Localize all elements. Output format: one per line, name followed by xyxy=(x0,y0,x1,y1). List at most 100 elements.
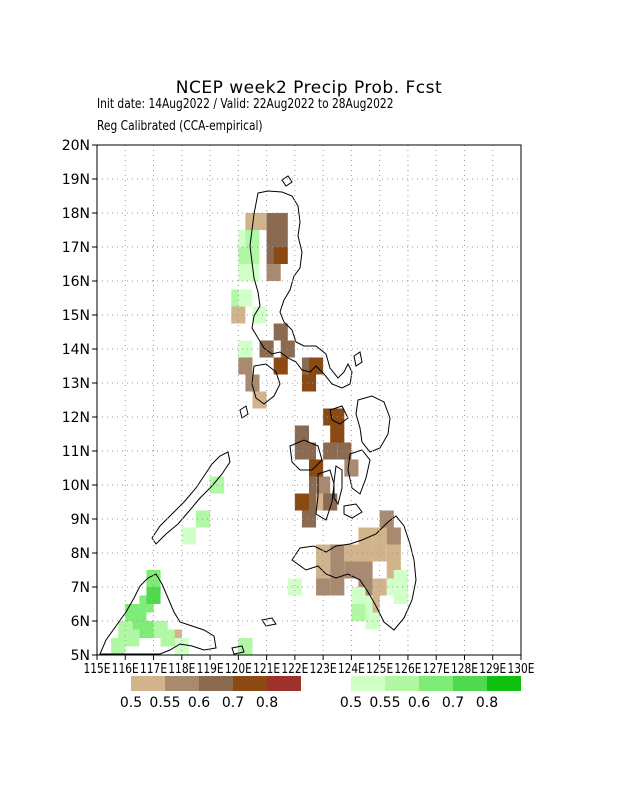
wet-legend: 0.5 0.55 0.6 0.7 0.8 xyxy=(340,676,521,711)
coast-catanduanes xyxy=(353,351,363,367)
wet-cell xyxy=(238,638,253,655)
coast-mindoro xyxy=(251,363,281,405)
dry-legend-label: 0.55 xyxy=(149,695,180,711)
y-tick-label: 9N xyxy=(71,512,90,528)
wet-cell xyxy=(245,247,260,264)
wet-cell xyxy=(174,638,189,655)
wet-cell xyxy=(111,638,126,655)
wet-cell xyxy=(238,289,253,307)
dry-cell xyxy=(273,213,288,230)
dry-cell xyxy=(316,578,331,596)
plot-frame xyxy=(96,144,522,656)
y-tick-label: 10N xyxy=(62,478,90,494)
x-tick-label: 128E xyxy=(451,662,478,677)
dry-legend-label: 0.8 xyxy=(256,695,278,711)
dry-legend: 0.5 0.55 0.6 0.7 0.8 xyxy=(120,676,301,711)
calibration-method: Reg Calibrated (CCA-empirical) xyxy=(97,119,263,134)
dry-cell xyxy=(294,493,309,511)
coast-palawan xyxy=(151,451,231,545)
x-tick-label: 122E xyxy=(281,662,308,677)
dry-cell xyxy=(259,340,274,358)
x-tick-label: 116E xyxy=(112,662,139,677)
x-tick-label: 120E xyxy=(225,662,252,677)
dry-cell xyxy=(358,561,373,579)
wet-cell xyxy=(146,570,161,587)
wet-legend-label: 0.6 xyxy=(408,695,430,711)
wet-legend-label: 0.7 xyxy=(442,695,464,711)
wet-cell xyxy=(351,604,366,621)
coast-luzon xyxy=(249,190,353,389)
wet-legend-swatch xyxy=(419,676,453,691)
wet-legend-label: 0.5 xyxy=(340,695,362,711)
coast-babuyan xyxy=(281,175,293,187)
dry-cell xyxy=(337,442,352,460)
y-axis-ticks: 5N 6N 7N 8N 9N 10N 11N 12N 13N 14N 15N 16N 17N 18N 19N… xyxy=(62,138,97,664)
dry-cell xyxy=(386,544,401,562)
y-tick-label: 14N xyxy=(62,342,90,358)
wet-cell xyxy=(245,264,260,281)
dry-cell xyxy=(372,544,387,562)
dry-legend-swatch xyxy=(165,676,199,691)
wet-cell xyxy=(238,340,253,358)
dry-cell xyxy=(323,442,338,460)
y-tick-label: 13N xyxy=(62,376,90,392)
x-tick-label: 118E xyxy=(168,662,195,677)
x-tick-label: 125E xyxy=(366,662,393,677)
wet-legend-swatch xyxy=(487,676,521,691)
coast-samar xyxy=(355,395,391,453)
dry-cell xyxy=(273,247,288,264)
coast-tawi xyxy=(231,645,245,655)
dry-legend-label: 0.5 xyxy=(120,695,142,711)
x-tick-label: 130E xyxy=(508,662,535,677)
dry-cell xyxy=(386,527,401,545)
coast-borneo xyxy=(99,573,217,655)
x-tick-label: 124E xyxy=(338,662,365,677)
y-tick-label: 17N xyxy=(62,240,90,256)
wet-legend-swatch xyxy=(453,676,487,691)
coast-masbate xyxy=(329,405,349,425)
dry-cell xyxy=(301,510,317,528)
wet-cell xyxy=(181,527,196,545)
color-legends: 0.5 0.55 0.6 0.7 0.8 0.5 0.55 0.6 0.7 0.8 xyxy=(120,676,521,711)
probability-cells xyxy=(111,213,408,655)
wet-legend-label: 0.55 xyxy=(369,695,400,711)
dry-cell xyxy=(294,425,309,443)
dry-cell xyxy=(372,578,387,596)
x-tick-label: 115E xyxy=(84,662,111,677)
dry-legend-swatch xyxy=(131,676,165,691)
dry-cell xyxy=(252,213,267,230)
dry-cell xyxy=(301,374,317,392)
dry-cell xyxy=(266,264,281,281)
dry-legend-swatch xyxy=(267,676,301,691)
y-tick-label: 19N xyxy=(62,172,90,188)
wet-cell xyxy=(287,578,302,596)
y-tick-label: 5N xyxy=(71,648,90,664)
y-tick-label: 15N xyxy=(62,308,90,324)
init-valid-date: Init date: 14Aug2022 / Valid: 22Aug2022 … xyxy=(97,97,394,112)
y-tick-label: 16N xyxy=(62,274,90,290)
x-tick-label: 127E xyxy=(423,662,450,677)
dry-cell xyxy=(273,323,288,341)
y-tick-label: 12N xyxy=(62,410,90,426)
coast-negros xyxy=(315,469,335,521)
dry-legend-swatch xyxy=(199,676,233,691)
x-tick-label: 119E xyxy=(197,662,224,677)
y-tick-label: 20N xyxy=(62,138,90,154)
coast-cuyo xyxy=(239,405,249,419)
coast-sulu xyxy=(261,617,277,627)
wet-cell xyxy=(139,621,154,638)
wet-cell xyxy=(118,621,133,638)
y-tick-label: 6N xyxy=(71,614,90,630)
y-tick-label: 8N xyxy=(71,546,90,562)
coast-leyte xyxy=(347,449,371,495)
dry-legend-label: 0.7 xyxy=(222,695,244,711)
coast-cebu xyxy=(333,465,343,506)
wet-legend-label: 0.8 xyxy=(476,695,498,711)
x-tick-label: 126E xyxy=(394,662,421,677)
dry-cell xyxy=(379,510,394,528)
dry-legend-label: 0.6 xyxy=(188,695,210,711)
dry-cell xyxy=(330,561,345,579)
dry-cell xyxy=(344,459,359,477)
wet-cell xyxy=(245,230,260,247)
dry-cell xyxy=(344,544,359,562)
